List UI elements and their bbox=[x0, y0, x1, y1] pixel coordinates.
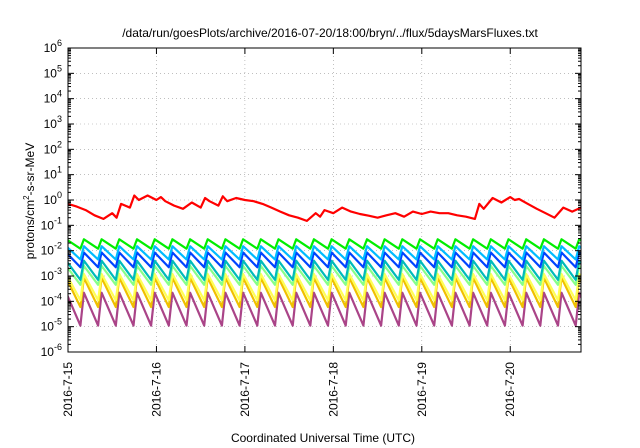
y-tick-label: 101 bbox=[44, 165, 62, 182]
series-line-6 bbox=[68, 264, 581, 286]
y-tick-label: 103 bbox=[44, 114, 62, 131]
x-tick-label: 2016-7-19 bbox=[415, 362, 429, 417]
y-tick-label: 106 bbox=[44, 38, 62, 55]
x-tick-label: 2016-7-17 bbox=[238, 362, 252, 417]
series-line-4 bbox=[68, 251, 581, 269]
y-ticks: 10-6 10-5 10-4 10-3 10-2 10-1 100 101 102 103 104 1… bbox=[41, 38, 581, 359]
series-group bbox=[68, 194, 581, 327]
y-tick-label: 100 bbox=[44, 190, 62, 207]
series-line-5 bbox=[68, 259, 581, 281]
x-tick-label: 2016-7-15 bbox=[61, 362, 75, 417]
series-line-9 bbox=[68, 291, 581, 327]
series-line-7 bbox=[68, 272, 581, 302]
x-ticks: 2016-7-15 2016-7-16 2016-7-17 2016-7-18 2016… bbox=[61, 48, 517, 417]
series-line-2 bbox=[68, 238, 581, 250]
y-tick-label: 10-1 bbox=[41, 215, 62, 232]
y-tick-label: 105 bbox=[44, 63, 62, 80]
y-tick-label: 10-2 bbox=[41, 241, 62, 258]
y-tick-label: 104 bbox=[44, 89, 62, 106]
x-tick-label: 2016-7-20 bbox=[503, 362, 517, 417]
series-line-8 bbox=[68, 276, 581, 309]
y-tick-label: 10-5 bbox=[41, 317, 62, 334]
y-tick-label: 102 bbox=[44, 139, 62, 156]
series-line-1 bbox=[68, 194, 581, 222]
y-tick-label: 10-6 bbox=[41, 342, 62, 359]
series-line-3 bbox=[68, 245, 581, 261]
x-tick-label: 2016-7-16 bbox=[149, 362, 163, 417]
chart-title: /data/run/goesPlots/archive/2016-07-20/1… bbox=[122, 26, 538, 40]
y-tick-label: 10-4 bbox=[41, 291, 62, 308]
x-tick-label: 2016-7-18 bbox=[326, 362, 340, 417]
y-tick-label: 10-3 bbox=[41, 266, 62, 283]
x-axis-label: Coordinated Universal Time (UTC) bbox=[231, 431, 415, 445]
y-axis-label: protons/cm2-s-sr-MeV bbox=[22, 143, 37, 259]
